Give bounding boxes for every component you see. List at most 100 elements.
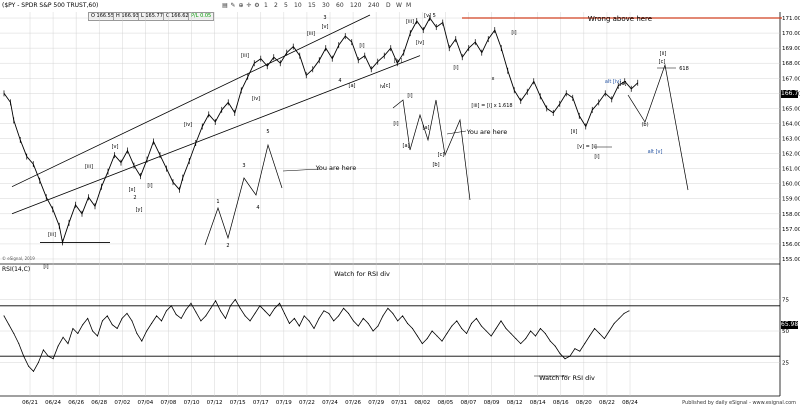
rsi-point [28, 365, 30, 367]
rsi-point [328, 312, 330, 314]
rsi-point [141, 340, 143, 342]
rsi-point [284, 312, 286, 314]
annotation-wave-label: [iv] [394, 58, 402, 64]
rsi-point [598, 333, 600, 335]
rsi-point [446, 333, 448, 335]
rsi-point [116, 327, 118, 329]
rsi-point [584, 343, 586, 345]
rsi-point [549, 340, 551, 342]
rsi-point [387, 307, 389, 309]
rsi-point [495, 327, 497, 329]
draw-icon[interactable]: ✎ [230, 2, 236, 9]
rsi-point [539, 327, 541, 329]
rsi-point [313, 327, 315, 329]
annotation-wave-label: [iv] [416, 40, 424, 46]
x-tick-label: 07/02 [114, 400, 130, 406]
annotation-wave-label: [iii] [406, 19, 414, 25]
timeframe-button[interactable]: 10 [294, 2, 302, 9]
rsi-point [520, 343, 522, 345]
rsi-point [106, 315, 108, 317]
rsi-point [87, 317, 89, 319]
annotation-wave-label: 2 [226, 243, 229, 249]
x-tick-label: 08/02 [414, 400, 430, 406]
rsi-point [402, 315, 404, 317]
rsi-point [77, 333, 79, 335]
rsi-point [72, 327, 74, 329]
timeframe-button[interactable]: W [396, 2, 402, 9]
rsi-point [451, 325, 453, 327]
timeframe-button[interactable]: D [386, 2, 391, 9]
timeframe-button[interactable]: 60 [336, 2, 344, 9]
annotation-rsi-div: Watch for RSI div [539, 374, 595, 382]
annotation-wave-label: 1 [216, 199, 219, 205]
pointer-line [446, 130, 467, 135]
annotation-wave-label: [a] [423, 125, 430, 131]
rsi-point [530, 330, 532, 332]
rsi-point [200, 320, 202, 322]
rsi-point [249, 320, 251, 322]
rsi-point [544, 333, 546, 335]
timeframe-button[interactable]: M [406, 2, 412, 9]
zoom-icon[interactable]: ⊕ [238, 2, 244, 9]
rsi-point [165, 310, 167, 312]
watermark: © eSignal, 2019 [2, 256, 35, 261]
timeframe-button[interactable]: 30 [322, 2, 330, 9]
annotation-wave-label: [x] [129, 187, 136, 193]
projection-path-2 [392, 99, 471, 201]
rsi-line [3, 298, 630, 372]
x-tick-label: 07/31 [391, 400, 407, 406]
rsi-point [264, 310, 266, 312]
timeframe-button[interactable]: 240 [368, 2, 380, 9]
rsi-point [97, 335, 99, 337]
rsi-point [82, 324, 84, 326]
timeframe-button[interactable]: 5 [284, 2, 288, 9]
rsi-point [382, 315, 384, 317]
timeframe-button[interactable]: 2 [274, 2, 278, 9]
annotation-wave-label: [i] [407, 93, 412, 99]
rsi-point [234, 299, 236, 300]
annotation-wave-label: 3 [323, 15, 326, 21]
rsi-point [362, 317, 364, 319]
rsi-point [471, 322, 473, 324]
rsi-point [121, 317, 123, 319]
y-tick-label: 164.00 [782, 121, 800, 127]
x-tick-label: 08/07 [461, 400, 477, 406]
rsi-point [136, 333, 138, 335]
rsi-point [131, 320, 133, 322]
rsi-point [190, 302, 192, 304]
x-tick-label: 07/17 [253, 400, 269, 406]
rsi-point [259, 305, 261, 307]
rsi-point [3, 315, 5, 317]
annotation-you-are-here: You are here [315, 164, 357, 172]
y-tick-label: 171.00 [782, 16, 800, 22]
settings-icon[interactable]: ⚙ [254, 2, 260, 9]
timeframe-button[interactable]: 1 [264, 2, 268, 9]
timeframe-button[interactable]: 120 [350, 2, 362, 9]
rsi-point [318, 317, 320, 319]
rsi-point [8, 324, 10, 326]
rsi-point [220, 310, 222, 312]
crosshair-icon[interactable]: ✛ [246, 2, 252, 9]
rsi-title: RSI(14,C) [2, 266, 31, 273]
rsi-tick-label: 50 [782, 329, 789, 335]
annotation-wave-label: [iv] [252, 96, 260, 102]
x-tick-label: 07/08 [161, 400, 177, 406]
annotation-wave-label: [ii] [660, 51, 667, 57]
rsi-point [554, 345, 556, 347]
chart-type-icon[interactable]: ▤ [222, 2, 228, 9]
rsi-point [33, 370, 35, 372]
annotation-wave-label: [i] [359, 43, 364, 49]
timeframe-button[interactable]: 15 [308, 2, 316, 9]
rsi-point [475, 317, 477, 319]
rsi-point [569, 355, 571, 357]
annotation-wave-label: 4 [256, 205, 259, 211]
rsi-point [426, 338, 428, 340]
rsi-point [308, 320, 310, 322]
rsi-point [52, 358, 54, 360]
rsi-point [515, 338, 517, 340]
annotation-wave-label: [c] [438, 152, 445, 158]
rsi-point [392, 312, 394, 314]
annotation-wave-label: [iii] [85, 164, 93, 170]
